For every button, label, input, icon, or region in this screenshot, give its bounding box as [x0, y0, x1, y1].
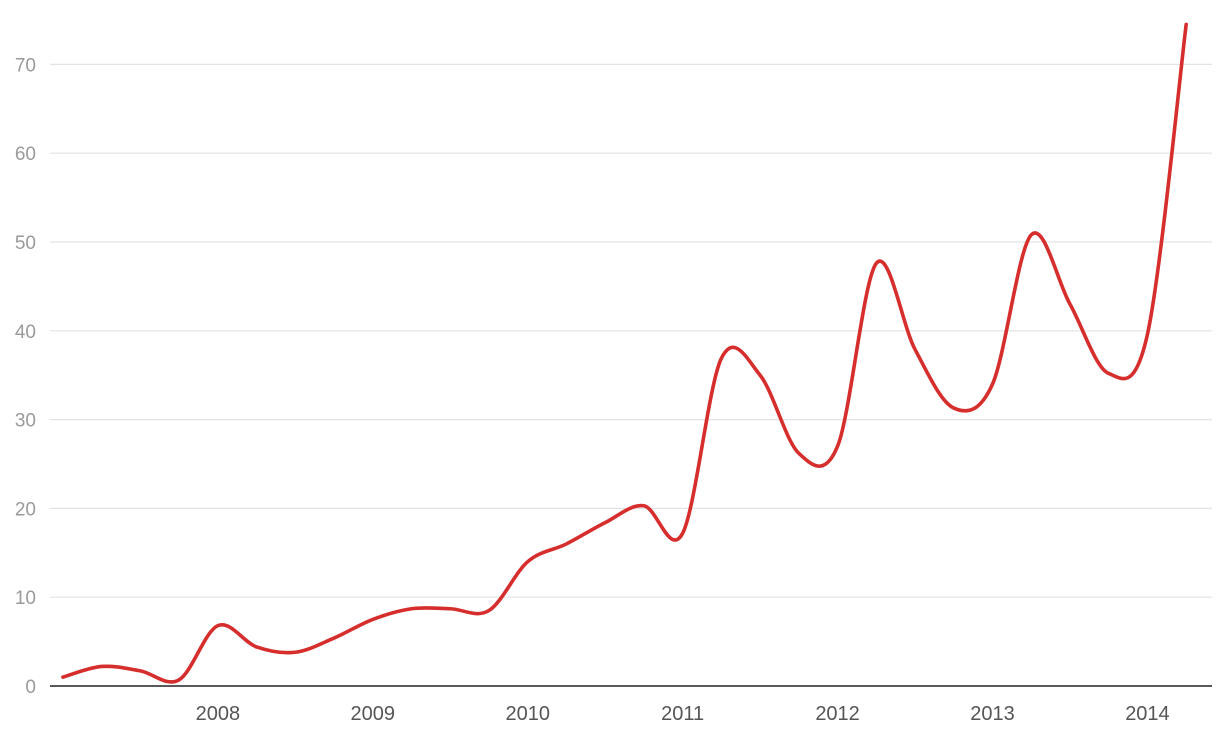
x-axis-ticks: 2008 2009 2010 2011 2012 2013 2014: [196, 703, 1170, 725]
x-tick-label: 2008: [196, 703, 241, 725]
series-line-0: [61, 22, 1188, 684]
gridlines: [50, 63, 1212, 598]
x-tick-label: 2014: [1125, 703, 1170, 725]
y-tick-label: 50: [15, 233, 36, 254]
y-axis-ticks: 0 10 20 30 40 50 60 70: [15, 55, 36, 698]
x-tick-label: 2011: [661, 703, 704, 725]
y-tick-label: 20: [15, 499, 36, 520]
y-tick-label: 40: [15, 322, 36, 343]
series-group: [61, 22, 1188, 684]
y-tick-label: 10: [15, 588, 36, 609]
x-tick-label: 2009: [351, 703, 396, 725]
x-tick-label: 2013: [970, 703, 1015, 725]
y-tick-label: 70: [15, 55, 36, 76]
x-tick-label: 2010: [505, 703, 550, 725]
y-tick-label: 60: [15, 144, 36, 165]
y-tick-label: 30: [15, 411, 36, 432]
x-tick-label: 2012: [815, 703, 860, 725]
y-tick-label: 0: [25, 677, 36, 698]
